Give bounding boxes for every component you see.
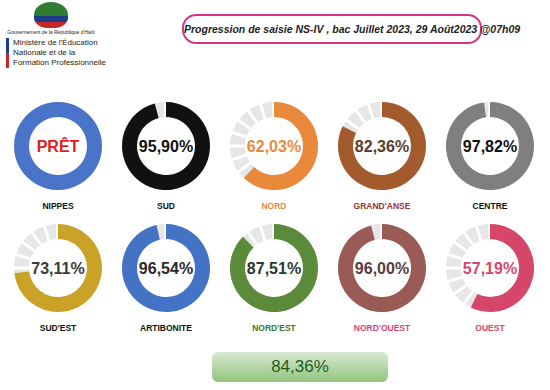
svg-text:CENTRE: CENTRE (473, 201, 508, 211)
html-text:Gouvernement de la République: Gouvernement de la République d'Haïti (7, 29, 95, 35)
svg-text:97,82%: 97,82% (463, 138, 517, 155)
html-text:84,36%: 84,36% (271, 357, 329, 376)
svg-text:NORD'OUEST: NORD'OUEST (354, 323, 411, 333)
svg-text:NORD'EST: NORD'EST (252, 323, 296, 333)
html-text:Progression de saisie NS-IV ,: Progression de saisie NS-IV , bac Juille… (184, 23, 521, 35)
svg-text:96,00%: 96,00% (355, 260, 409, 277)
svg-text:ARTIBONITE: ARTIBONITE (140, 323, 192, 333)
svg-text:82,36%: 82,36% (355, 138, 409, 155)
svg-text:57,19%: 57,19% (463, 260, 517, 277)
html-text:Ministère de l'Éducation Natio: Ministère de l'Éducation Nationale et de… (13, 38, 106, 67)
svg-text:OUEST: OUEST (475, 323, 505, 333)
svg-text:NORD: NORD (261, 201, 286, 211)
svg-text:GRAND'ANSE: GRAND'ANSE (354, 201, 411, 211)
svg-text:87,51%: 87,51% (247, 260, 301, 277)
svg-text:95,90%: 95,90% (139, 138, 193, 155)
svg-text:62,03%: 62,03% (247, 138, 301, 155)
svg-text:96,54%: 96,54% (139, 260, 193, 277)
svg-text:PRÊT: PRÊT (37, 137, 80, 155)
svg-text:73,11%: 73,11% (31, 260, 84, 277)
svg-text:SUD'EST: SUD'EST (40, 323, 77, 333)
svg-text:NIPPES: NIPPES (42, 201, 74, 211)
svg-text:SUD: SUD (157, 201, 175, 211)
